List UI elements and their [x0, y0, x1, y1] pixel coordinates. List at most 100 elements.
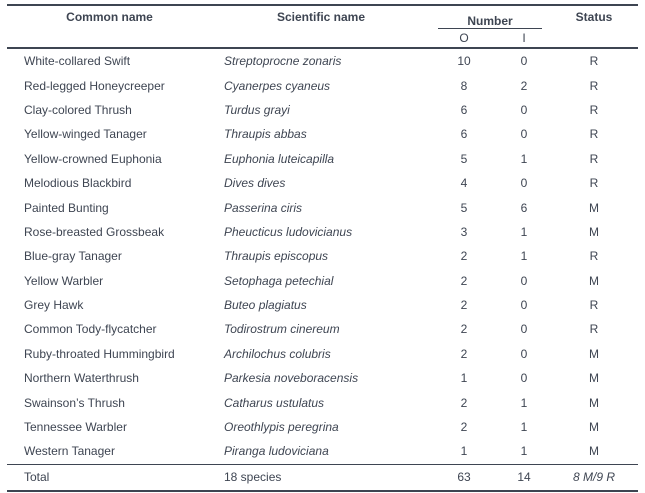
header-number-i: I — [498, 29, 550, 49]
scientific-name-cell: Dives dives — [224, 176, 286, 191]
status-cell: R — [589, 151, 599, 166]
count-i-cell: 0 — [520, 346, 528, 361]
count-o-cell: 2 — [460, 420, 468, 435]
scientific-name-cell: Thraupis abbas — [224, 127, 307, 142]
count-o-cell: 6 — [460, 127, 468, 142]
table-row: Rose-breasted Grossbeak Pheucticus ludov… — [7, 220, 638, 244]
table-row: Swainson’s Thrush Catharus ustulatus 2 1… — [7, 390, 638, 414]
scientific-name-cell: Todirostrum cinereum — [224, 322, 340, 337]
count-i-cell: 0 — [520, 54, 528, 69]
count-i-cell: 1 — [520, 395, 528, 410]
status-cell: M — [589, 395, 599, 410]
total-o-cell: 63 — [430, 463, 498, 492]
table-row: Melodious Blackbird Dives dives 4 0 R — [7, 171, 638, 195]
table-row: Common Tody-flycatcher Todirostrum ciner… — [7, 317, 638, 341]
count-i-cell: 1 — [520, 224, 528, 239]
count-o-cell: 2 — [460, 273, 468, 288]
common-name-cell: Northern Waterthrush — [24, 371, 139, 386]
total-row: Total 18 species 63 14 8 M/9 R — [7, 463, 638, 492]
header-row-sub: O I — [7, 29, 638, 49]
table-row: Blue-gray Tanager Thraupis episcopus 2 1… — [7, 244, 638, 268]
status-cell: R — [589, 78, 599, 93]
table-row: Grey Hawk Buteo plagiatus 2 0 R — [7, 293, 638, 317]
table-row: Painted Bunting Passerina ciris 5 6 M — [7, 195, 638, 219]
count-i-cell: 0 — [520, 371, 528, 386]
header-status: Status — [550, 4, 638, 49]
table-row: White-collared Swift Streptoprocne zonar… — [7, 49, 638, 73]
total-status-cell: 8 M/9 R — [550, 463, 638, 492]
table-row: Yellow-winged Tanager Thraupis abbas 6 0… — [7, 122, 638, 146]
table-row: Western Tanager Piranga ludoviciana 1 1 … — [7, 439, 638, 463]
count-i-cell: 0 — [520, 273, 528, 288]
scientific-name-cell: Archilochus colubris — [224, 346, 331, 361]
count-o-cell: 6 — [460, 102, 468, 117]
status-cell: M — [589, 273, 599, 288]
count-o-cell: 1 — [460, 444, 468, 459]
common-name-cell: Yellow-winged Tanager — [24, 127, 147, 142]
count-i-cell: 0 — [520, 102, 528, 117]
count-o-cell: 10 — [457, 54, 471, 69]
status-cell: M — [589, 346, 599, 361]
count-i-cell: 1 — [520, 151, 528, 166]
common-name-cell: Grey Hawk — [24, 298, 84, 313]
table-row: Red-legged Honeycreeper Cyanerpes cyaneu… — [7, 73, 638, 97]
status-cell: R — [589, 127, 599, 142]
count-i-cell: 0 — [520, 176, 528, 191]
status-cell: R — [589, 54, 599, 69]
table-body: White-collared Swift Streptoprocne zonar… — [7, 49, 638, 492]
count-o-cell: 5 — [460, 200, 468, 215]
table-row: Tennessee Warbler Oreothlypis peregrina … — [7, 415, 638, 439]
count-o-cell: 2 — [460, 395, 468, 410]
status-cell: M — [589, 444, 599, 459]
common-name-cell: Painted Bunting — [24, 200, 109, 215]
header-number-group: Number — [430, 4, 550, 29]
table-row: Yellow Warbler Setophaga petechial 2 0 M — [7, 269, 638, 293]
scientific-name-cell: Euphonia luteicapilla — [224, 151, 335, 166]
common-name-cell: Clay-colored Thrush — [24, 102, 132, 117]
count-o-cell: 5 — [460, 151, 468, 166]
scientific-name-cell: Streptoprocne zonaris — [224, 54, 342, 69]
scientific-name-cell: Thraupis episcopus — [224, 249, 329, 264]
count-i-cell: 0 — [520, 322, 528, 337]
common-name-cell: Tennessee Warbler — [24, 420, 127, 435]
status-cell: M — [589, 200, 599, 215]
scientific-name-cell: Turdus grayi — [224, 102, 290, 117]
status-cell: R — [589, 176, 599, 191]
table-row: Northern Waterthrush Parkesia noveborace… — [7, 366, 638, 390]
count-o-cell: 2 — [460, 249, 468, 264]
status-cell: R — [589, 322, 599, 337]
status-cell: M — [589, 224, 599, 239]
table-row: Clay-colored Thrush Turdus grayi 6 0 R — [7, 98, 638, 122]
status-cell: R — [589, 102, 599, 117]
header-number-o: O — [430, 29, 498, 49]
common-name-cell: Yellow-crowned Euphonia — [24, 151, 162, 166]
count-i-cell: 0 — [520, 127, 528, 142]
common-name-cell: Yellow Warbler — [24, 273, 104, 288]
table-row: Yellow-crowned Euphonia Euphonia luteica… — [7, 147, 638, 171]
common-name-cell: Swainson’s Thrush — [24, 395, 125, 410]
count-o-cell: 1 — [460, 371, 468, 386]
total-label-cell: Total — [7, 463, 212, 492]
scientific-name-cell: Pheucticus ludovicianus — [224, 224, 353, 239]
status-cell: R — [589, 298, 599, 313]
count-i-cell: 0 — [520, 298, 528, 313]
count-o-cell: 8 — [460, 78, 468, 93]
count-i-cell: 1 — [520, 444, 528, 459]
count-o-cell: 2 — [460, 322, 468, 337]
count-i-cell: 2 — [520, 78, 528, 93]
common-name-cell: Common Tody-flycatcher — [24, 322, 157, 337]
count-i-cell: 6 — [520, 200, 528, 215]
status-cell: M — [589, 420, 599, 435]
common-name-cell: Western Tanager — [24, 444, 115, 459]
common-name-cell: White-collared Swift — [24, 54, 131, 69]
scientific-name-cell: Oreothlypis peregrina — [224, 420, 339, 435]
count-o-cell: 4 — [460, 176, 468, 191]
common-name-cell: Ruby-throated Hummingbird — [24, 346, 175, 361]
scientific-name-cell: Parkesia noveboracensis — [224, 371, 359, 386]
count-o-cell: 2 — [460, 346, 468, 361]
species-table: Common name Scientific name Number Statu… — [7, 4, 638, 492]
scientific-name-cell: Catharus ustulatus — [224, 395, 325, 410]
header-number-label: Number — [438, 10, 542, 29]
scientific-name-cell: Piranga ludoviciana — [224, 444, 329, 459]
scientific-name-cell: Cyanerpes cyaneus — [224, 78, 331, 93]
